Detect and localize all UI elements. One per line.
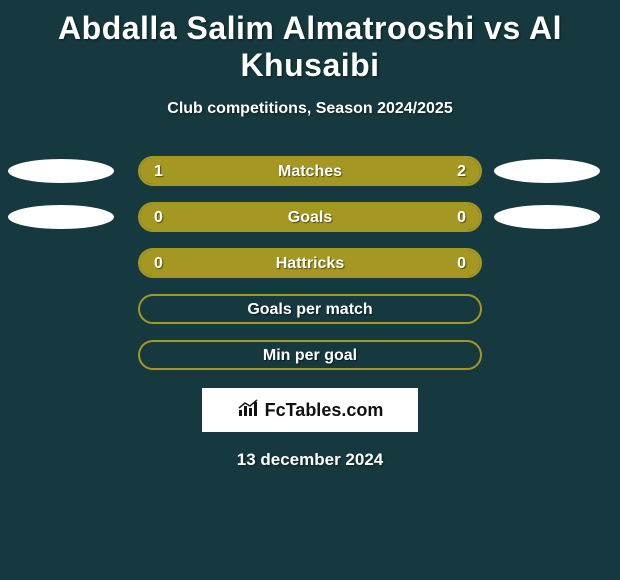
metric-label: Matches — [140, 158, 480, 186]
player-left-marker — [8, 205, 114, 229]
metric-bar: 00Goals — [138, 202, 482, 232]
player-right-marker — [494, 159, 600, 183]
metric-rows: 12Matches 00Goals 00Hattricks Goals per mat… — [0, 156, 620, 370]
metric-label: Min per goal — [140, 342, 480, 370]
date-text: 13 december 2024 — [0, 450, 620, 470]
metric-row: 12Matches — [0, 156, 620, 186]
page-title: Abdalla Salim Almatrooshi vs Al Khusaibi — [0, 0, 620, 84]
metric-row: Goals per match — [0, 294, 620, 324]
metric-row: Min per goal — [0, 340, 620, 370]
brand-box[interactable]: FcTables.com — [202, 388, 418, 432]
metric-label: Hattricks — [140, 250, 480, 278]
metric-row: 00Goals — [0, 202, 620, 232]
subtitle: Club competitions, Season 2024/2025 — [0, 100, 620, 118]
metric-bar: Min per goal — [138, 340, 482, 370]
metric-bar: 00Hattricks — [138, 248, 482, 278]
brand-text: FcTables.com — [265, 400, 384, 421]
player-left-marker — [8, 159, 114, 183]
chart-icon — [237, 398, 261, 423]
comparison-card: Abdalla Salim Almatrooshi vs Al Khusaibi… — [0, 0, 620, 580]
metric-label: Goals per match — [140, 296, 480, 324]
metric-bar: Goals per match — [138, 294, 482, 324]
metric-row: 00Hattricks — [0, 248, 620, 278]
metric-label: Goals — [140, 204, 480, 232]
metric-bar: 12Matches — [138, 156, 482, 186]
player-right-marker — [494, 205, 600, 229]
